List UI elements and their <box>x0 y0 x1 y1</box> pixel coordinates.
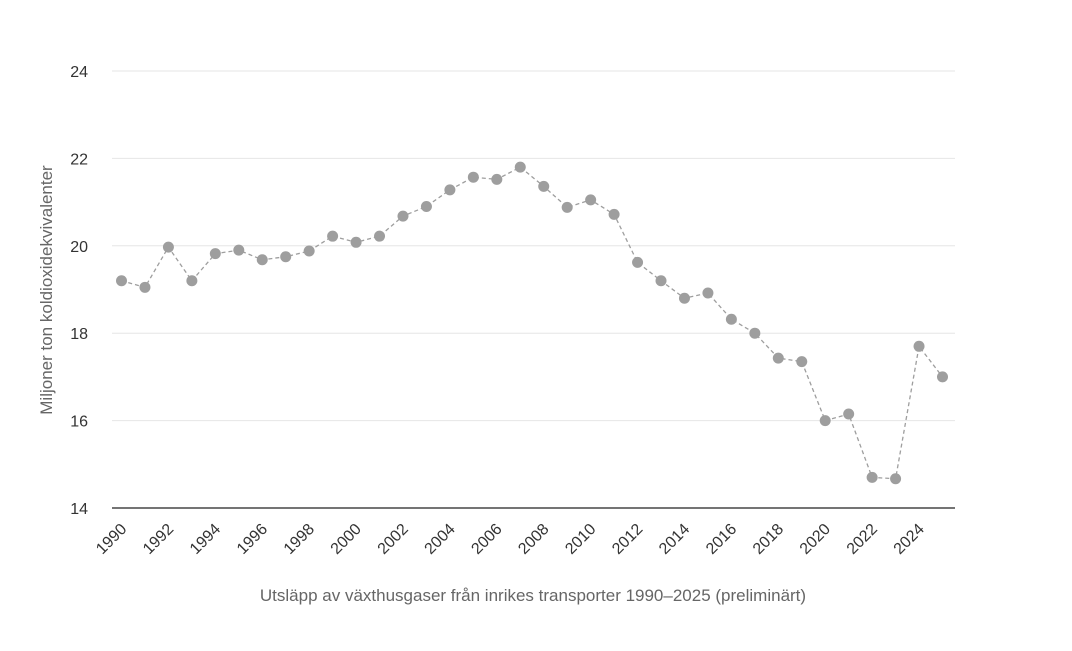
data-point[interactable] <box>209 248 221 260</box>
x-tick-label: 2020 <box>797 521 834 558</box>
data-point[interactable] <box>937 371 948 383</box>
data-point[interactable] <box>796 356 808 368</box>
x-tick-label: 2022 <box>844 521 881 558</box>
data-point[interactable] <box>843 408 855 420</box>
data-point[interactable] <box>327 230 339 242</box>
series-line <box>121 166 944 480</box>
data-point[interactable] <box>585 194 597 206</box>
data-point[interactable] <box>444 184 456 196</box>
data-point[interactable] <box>491 173 503 185</box>
x-tick-label: 1992 <box>140 521 177 558</box>
data-point[interactable] <box>772 352 784 364</box>
x-axis-ticks: 1990 1992 1994 1996 1998 2000 2002 2004 2006 2008… <box>93 521 928 558</box>
data-point[interactable] <box>139 281 151 293</box>
x-tick-label: 2024 <box>891 521 928 558</box>
data-point[interactable] <box>280 251 292 263</box>
data-point[interactable] <box>749 327 761 339</box>
y-tick-label: 16 <box>70 414 88 431</box>
y-tick-label: 18 <box>70 326 88 343</box>
data-point[interactable] <box>608 208 620 220</box>
y-tick-label: 14 <box>70 501 88 518</box>
x-tick-label: 2004 <box>422 521 459 558</box>
x-tick-label: 2002 <box>375 521 412 558</box>
x-axis-title: Utsläpp av växthusgaser från inrikes tra… <box>260 586 806 605</box>
data-point[interactable] <box>538 180 550 192</box>
data-point[interactable] <box>162 241 174 253</box>
grid-lines <box>112 70 955 422</box>
data-point[interactable] <box>913 340 925 352</box>
data-point[interactable] <box>186 275 198 287</box>
data-point[interactable] <box>632 256 644 268</box>
x-tick-label: 1996 <box>234 521 271 558</box>
x-tick-label: 2014 <box>656 521 693 558</box>
x-tick-label: 1998 <box>281 521 318 558</box>
data-point[interactable] <box>303 245 315 257</box>
data-point[interactable] <box>655 275 667 287</box>
data-point[interactable] <box>678 292 690 304</box>
data-point[interactable] <box>514 161 526 173</box>
data-point[interactable] <box>256 254 268 266</box>
x-tick-label: 2016 <box>703 521 740 558</box>
x-tick-label: 2008 <box>515 521 552 558</box>
y-tick-label: 22 <box>70 151 88 168</box>
data-point[interactable] <box>866 471 878 483</box>
x-tick-label: 2010 <box>562 521 599 558</box>
data-points <box>116 161 948 485</box>
data-point[interactable] <box>116 275 127 287</box>
data-point[interactable] <box>374 230 386 242</box>
data-point[interactable] <box>420 200 432 212</box>
data-point[interactable] <box>702 287 714 299</box>
y-tick-label: 20 <box>70 239 88 256</box>
x-tick-label: 2012 <box>609 521 646 558</box>
data-point[interactable] <box>233 244 245 256</box>
x-tick-label: 1994 <box>187 521 224 558</box>
y-axis-title: Miljoner ton koldioxidekvivalenter <box>37 165 56 415</box>
data-point[interactable] <box>467 171 479 183</box>
data-point[interactable] <box>890 473 902 485</box>
data-point[interactable] <box>350 236 362 248</box>
y-tick-label: 24 <box>70 64 88 81</box>
data-point[interactable] <box>561 201 573 213</box>
data-point[interactable] <box>819 415 831 427</box>
x-tick-label: 1990 <box>93 521 130 558</box>
x-tick-label: 2000 <box>328 521 365 558</box>
y-axis-ticks: 14 16 18 20 22 24 <box>70 64 88 518</box>
data-point[interactable] <box>397 210 409 222</box>
x-tick-label: 2018 <box>750 521 787 558</box>
data-point[interactable] <box>725 313 737 325</box>
x-tick-label: 2006 <box>468 521 505 558</box>
